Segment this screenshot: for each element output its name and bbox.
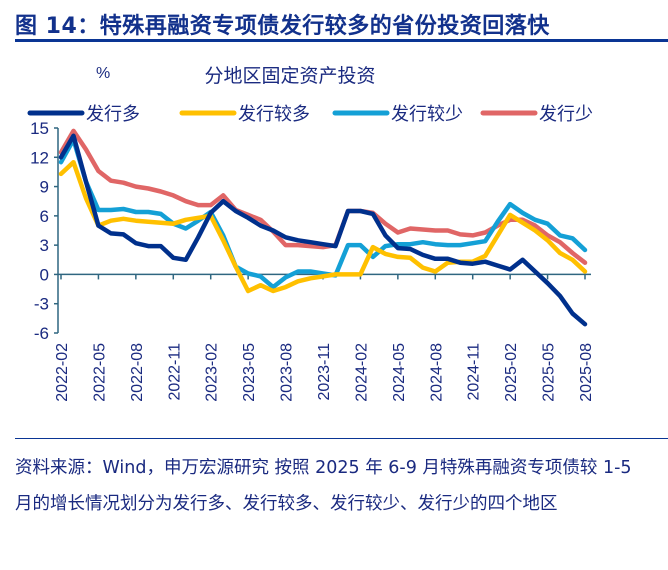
x-tick-label: 2025-02 (503, 343, 520, 402)
y-tick-label: -3 (34, 295, 49, 314)
x-tick-label: 2024-05 (391, 343, 408, 402)
legend-label: 发行较多 (238, 104, 310, 124)
legend-label: 发行较少 (391, 104, 463, 124)
series-line-3 (58, 137, 588, 290)
x-tick-label: 2025-08 (578, 343, 595, 402)
axes: 15 12 9 6 3 0 -3 -6 2022-02 2022-05 2022-08 2022-11… (30, 119, 595, 402)
x-tick-label: 2024-02 (353, 343, 370, 402)
x-tick-label: 2023-11 (316, 343, 333, 401)
line-chart: % 分地区固定资产投资 发行多 发行较多 发行较少 发行少 15 12 9 6 3 0 -3 -6 2… (27, 65, 595, 402)
y-tick-label: 0 (40, 265, 49, 284)
legend-label: 发行多 (86, 104, 140, 124)
y-tick-label: -6 (34, 324, 49, 343)
chart-title: 分地区固定资产投资 (204, 65, 375, 87)
source-note: 资料来源：Wind，申万宏源研究 按照 2025 年 6-9 月特殊再融资专项债… (15, 458, 632, 514)
series-lines (58, 128, 588, 327)
x-tick-label: 2023-08 (279, 343, 296, 402)
title-divider (15, 39, 668, 42)
figure-title: 图 14：特殊再融资专项债发行较多的省份投资回落快 (15, 14, 550, 39)
x-tick-label: 2023-05 (241, 343, 258, 402)
footer-divider (15, 438, 668, 439)
y-tick-label: 15 (30, 119, 49, 138)
y-unit-label: % (96, 65, 110, 82)
x-tick-label: 2022-08 (129, 343, 146, 402)
x-tick-label: 2023-02 (204, 343, 221, 402)
legend: 发行多 发行较多 发行较少 发行少 (27, 104, 593, 124)
x-tick-label: 2025-05 (541, 343, 558, 402)
x-tick-label: 2022-02 (54, 343, 71, 402)
x-tick-label: 2022-11 (166, 343, 183, 401)
y-tick-label: 9 (40, 178, 49, 197)
x-tick-label: 2022-05 (91, 343, 108, 402)
y-tick-label: 12 (30, 148, 49, 167)
y-tick-label: 6 (40, 207, 49, 226)
x-tick-label: 2024-08 (428, 343, 445, 402)
legend-label: 发行少 (539, 104, 593, 124)
series-line-1 (58, 133, 588, 327)
y-tick-label: 3 (40, 236, 49, 255)
series-line-2 (58, 159, 588, 294)
x-tick-label: 2024-11 (466, 343, 483, 401)
